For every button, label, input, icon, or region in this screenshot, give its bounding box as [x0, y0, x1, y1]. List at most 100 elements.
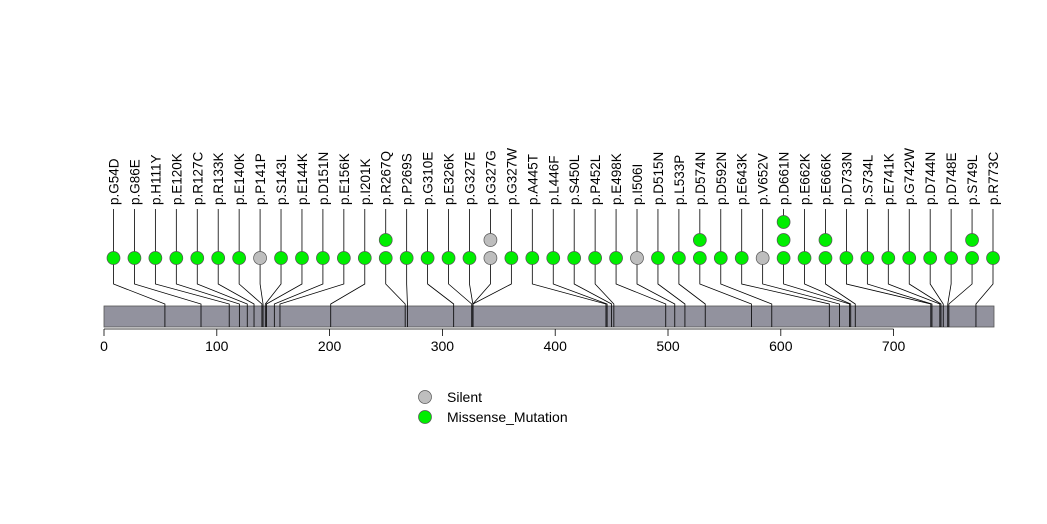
- connector-line: [175, 258, 240, 327]
- x-tick-label: 700: [882, 338, 906, 354]
- mutation-dot: [881, 251, 896, 265]
- mutation-label: p.E741K: [881, 153, 896, 205]
- mutation-label: p.V652V: [756, 153, 771, 205]
- mutation-label: p.S450L: [567, 154, 582, 205]
- lollipop-stems: [113, 209, 994, 258]
- mutation-label: p.P269S: [400, 153, 415, 205]
- mutation-dot: [420, 251, 435, 265]
- mutation-label: p.I201K: [358, 158, 373, 205]
- mutation-label: p.S734L: [860, 154, 875, 205]
- mutation-label: p.E662K: [798, 153, 813, 205]
- mutation-dot: [504, 251, 519, 265]
- mutation-dot: [734, 251, 749, 265]
- mutation-dot: [965, 233, 979, 247]
- mutation-dot: [399, 251, 414, 265]
- mutation-label: p.G742W: [902, 148, 917, 205]
- mutation-dot: [567, 251, 582, 265]
- mutation-dot: [797, 251, 812, 265]
- mutation-dot: [483, 233, 498, 247]
- mutation-dot: [672, 251, 686, 265]
- connector-line: [846, 258, 932, 327]
- connector-line: [825, 258, 856, 327]
- connector-line: [948, 258, 973, 327]
- mutation-label: p.E498K: [609, 153, 624, 205]
- legend-silent-label: Silent: [447, 389, 482, 405]
- x-tick-label: 400: [544, 338, 568, 354]
- mutation-label: p.D574N: [693, 152, 708, 205]
- connector-line: [279, 258, 345, 327]
- connector-lines: [113, 258, 994, 327]
- connector-line: [678, 258, 706, 327]
- x-tick-label: 200: [318, 338, 342, 354]
- mutation-label: p.G86E: [127, 159, 142, 205]
- mutation-label: p.R133K: [211, 152, 226, 205]
- connector-line: [238, 258, 263, 327]
- protein-bar: [103, 305, 995, 328]
- mutation-dot: [609, 251, 623, 265]
- connector-line: [134, 258, 202, 327]
- mutation-dot: [525, 251, 540, 265]
- mutation-dot: [923, 251, 938, 265]
- x-axis: 0 100 200 300 400 500 600 700: [100, 328, 906, 354]
- mutation-dot: [546, 251, 561, 265]
- mutation-label: p.E120K: [169, 153, 184, 205]
- connector-line: [947, 258, 952, 327]
- mutation-dot: [106, 251, 121, 265]
- legend-missense-marker: [418, 410, 432, 424]
- mutation-dot: [211, 251, 226, 265]
- mutation-dot: [357, 251, 372, 265]
- legend-silent-marker: [418, 390, 432, 404]
- connector-line: [783, 258, 851, 327]
- mutation-dot: [588, 251, 602, 265]
- mutation-dot: [169, 251, 184, 265]
- mutation-dot: [630, 251, 644, 265]
- mutation-dot: [818, 251, 833, 265]
- mutation-dot: [190, 251, 205, 265]
- mutation-dot: [232, 251, 246, 265]
- mutation-dot: [965, 251, 979, 265]
- connector-line: [975, 258, 994, 327]
- mutation-label: p.E643K: [735, 153, 750, 205]
- connector-line: [472, 258, 512, 327]
- mutation-label: p.P141P: [253, 153, 268, 205]
- connector-line: [330, 258, 366, 327]
- connector-line: [636, 258, 676, 327]
- mutation-dot: [692, 251, 707, 265]
- mutation-label: p.E144K: [295, 153, 310, 205]
- lollipop-dots: [106, 215, 1000, 265]
- mutation-dot: [776, 251, 791, 265]
- mutation-label: p.G54D: [107, 158, 122, 205]
- x-tick-label: 100: [205, 338, 229, 354]
- connector-line: [259, 258, 264, 327]
- mutation-dot: [316, 251, 330, 265]
- connector-line: [406, 258, 408, 327]
- mutation-dot: [148, 251, 163, 265]
- connector-line: [113, 258, 166, 327]
- mutation-dot: [483, 251, 498, 265]
- mutation-label: p.G327W: [504, 148, 519, 205]
- connector-line: [273, 258, 324, 327]
- connector-line: [427, 258, 455, 327]
- mutation-label: p.D744N: [923, 152, 938, 205]
- legend: Silent Missense_Mutation: [418, 389, 568, 425]
- mutation-label: p.I506I: [630, 164, 645, 205]
- mutation-dot: [944, 251, 958, 265]
- connector-line: [929, 258, 944, 327]
- mutation-dot: [818, 233, 833, 247]
- connector-line: [615, 258, 667, 327]
- connector-line: [154, 258, 230, 327]
- mutation-label: p.D661N: [777, 152, 792, 205]
- connector-line: [264, 258, 282, 327]
- mutation-dot: [713, 251, 728, 265]
- mutation-label: p.H111Y: [148, 154, 163, 205]
- mutation-dot: [336, 251, 351, 265]
- x-tick-label: 500: [656, 338, 680, 354]
- mutation-label: p.D733N: [839, 152, 854, 205]
- connector-line: [217, 258, 255, 327]
- mutation-label: p.P452L: [588, 154, 603, 205]
- connector-line: [531, 258, 607, 327]
- mutation-dot: [441, 251, 456, 265]
- x-tick-label: 300: [431, 338, 455, 354]
- mutation-label: p.E326K: [442, 153, 457, 205]
- mutation-label: p.E156K: [337, 153, 352, 205]
